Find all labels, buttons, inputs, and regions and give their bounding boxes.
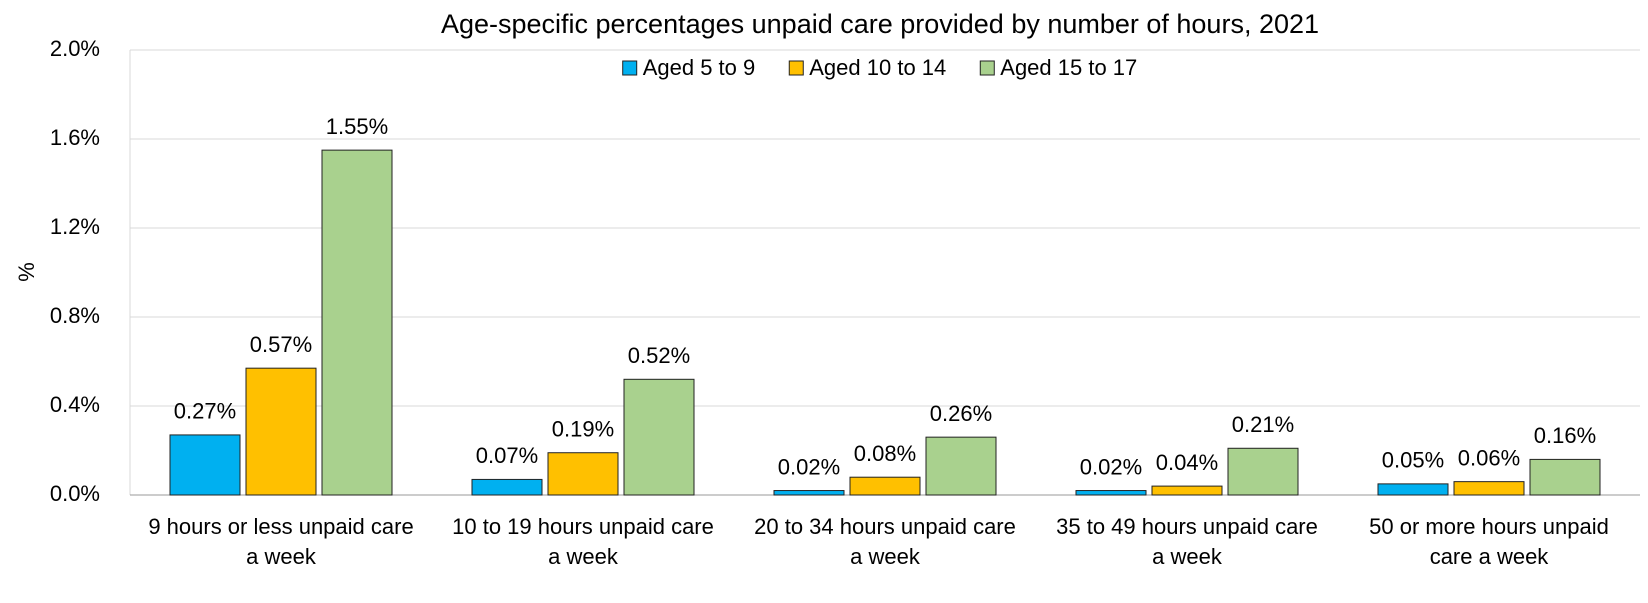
data-label: 0.05% <box>1382 448 1444 473</box>
y-tick-label: 1.6% <box>50 125 100 150</box>
bar <box>1151 485 1223 496</box>
bar <box>471 478 543 496</box>
data-label: 0.02% <box>778 454 840 479</box>
bar <box>925 436 997 496</box>
y-tick-label: 1.2% <box>50 214 100 239</box>
bar <box>1377 483 1449 496</box>
legend-label: Aged 10 to 14 <box>809 55 946 80</box>
data-label: 0.21% <box>1232 412 1294 437</box>
data-label: 0.26% <box>930 401 992 426</box>
y-tick-label: 2.0% <box>50 36 100 61</box>
legend-swatch <box>788 60 804 76</box>
data-label: 0.19% <box>552 417 614 442</box>
bar <box>849 476 921 496</box>
data-label: 0.16% <box>1534 423 1596 448</box>
data-label: 0.52% <box>628 343 690 368</box>
legend-swatch <box>979 60 995 76</box>
x-tick-label: 9 hours or less unpaid care a week <box>148 514 414 569</box>
bar <box>1529 458 1601 496</box>
data-label: 0.02% <box>1080 454 1142 479</box>
data-label: 0.06% <box>1458 445 1520 470</box>
chart-title: Age-specific percentages unpaid care pro… <box>441 9 1319 39</box>
bar <box>773 490 845 496</box>
y-tick-label: 0.0% <box>50 481 100 506</box>
bar <box>547 452 619 496</box>
legend-label: Aged 5 to 9 <box>643 55 756 80</box>
bar <box>623 378 695 496</box>
data-label: 1.55% <box>326 114 388 139</box>
bar <box>245 367 317 496</box>
bar <box>1075 490 1147 496</box>
data-label: 0.04% <box>1156 450 1218 475</box>
legend-swatch <box>622 60 638 76</box>
legend-label: Aged 15 to 17 <box>1000 55 1137 80</box>
bar <box>1453 481 1525 496</box>
data-label: 0.07% <box>476 443 538 468</box>
data-label: 0.27% <box>174 399 236 424</box>
data-label: 0.57% <box>250 332 312 357</box>
y-axis-label: % <box>14 262 39 282</box>
data-label: 0.08% <box>854 441 916 466</box>
y-tick-label: 0.4% <box>50 392 100 417</box>
bar <box>169 434 241 496</box>
bar <box>321 149 393 496</box>
x-tick-label: 10 to 19 hours unpaid care a week <box>452 514 714 569</box>
x-tick-label: 50 or more hours unpaid care a week <box>1369 514 1609 569</box>
y-tick-label: 0.8% <box>50 303 100 328</box>
x-tick-label: 35 to 49 hours unpaid care a week <box>1056 514 1318 569</box>
x-tick-label: 20 to 34 hours unpaid care a week <box>754 514 1016 569</box>
bar <box>1227 447 1299 496</box>
